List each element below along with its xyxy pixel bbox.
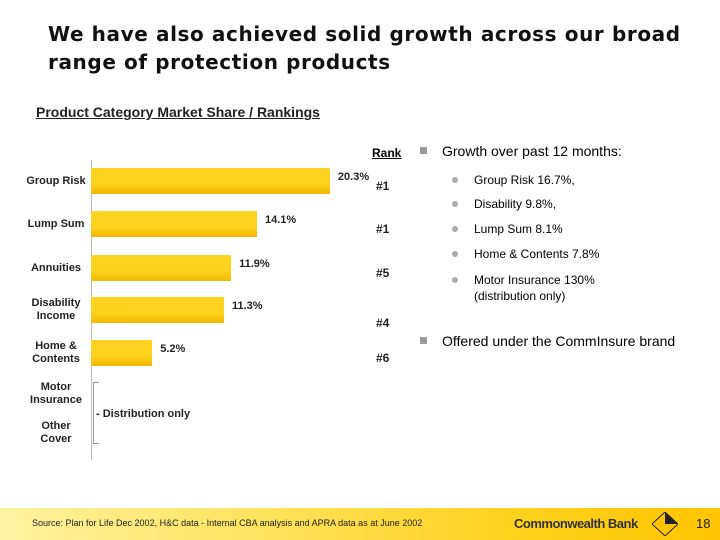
bracket-note: - Distribution only <box>96 408 191 420</box>
rank-label: #1 <box>376 222 390 236</box>
sub-bullet: Home & Contents 7.8% <box>452 246 694 262</box>
value-label: 14.1% <box>264 214 297 226</box>
bullet: Growth over past 12 months: <box>420 142 702 160</box>
rank-label: #1 <box>376 179 390 193</box>
rank-label: #5 <box>376 266 390 280</box>
sub-bullet: Disability 9.8%, <box>452 196 694 212</box>
category-label: Annuities <box>30 261 82 274</box>
category-label: Lump Sum <box>27 217 85 230</box>
bracket <box>93 382 99 444</box>
bar <box>91 297 224 323</box>
bar <box>91 255 232 281</box>
category-label: Disability Income <box>31 297 81 322</box>
bullet: Offered under the CommInsure brand <box>420 332 702 350</box>
value-label: 11.3% <box>232 300 263 312</box>
value-label: 5.2% <box>160 343 186 355</box>
slide-title: We have also achieved solid growth acros… <box>48 22 681 74</box>
source: Source: Plan for Life Dec 2002, H&C data… <box>32 518 423 528</box>
rank-header: Rank <box>372 146 402 160</box>
value-label: 11.9% <box>239 258 270 270</box>
chart-title: Product Category Market Share / Rankings <box>36 104 320 120</box>
logo <box>652 512 678 536</box>
category-label: Other Cover <box>40 420 72 445</box>
category-label: Home & Contents <box>32 340 80 365</box>
sub-bullet: Lump Sum 8.1% <box>452 221 694 237</box>
bar <box>91 340 153 366</box>
bar <box>91 168 330 194</box>
sub-bullet: Group Risk 16.7%, <box>452 172 694 188</box>
sub-bullet: Motor Insurance 130% (distribution only) <box>452 272 694 304</box>
footer: Source: Plan for Life Dec 2002, H&C data… <box>0 508 720 540</box>
category-label: Motor Insurance <box>30 381 82 406</box>
value-label: 20.3% <box>337 171 370 183</box>
rank-label: #4 <box>376 316 390 330</box>
bar <box>91 211 257 237</box>
brand: Commonwealth Bank <box>514 516 638 531</box>
page-number: 18 <box>696 516 711 531</box>
rank-label: #6 <box>376 351 390 365</box>
category-label: Group Risk <box>26 174 86 187</box>
